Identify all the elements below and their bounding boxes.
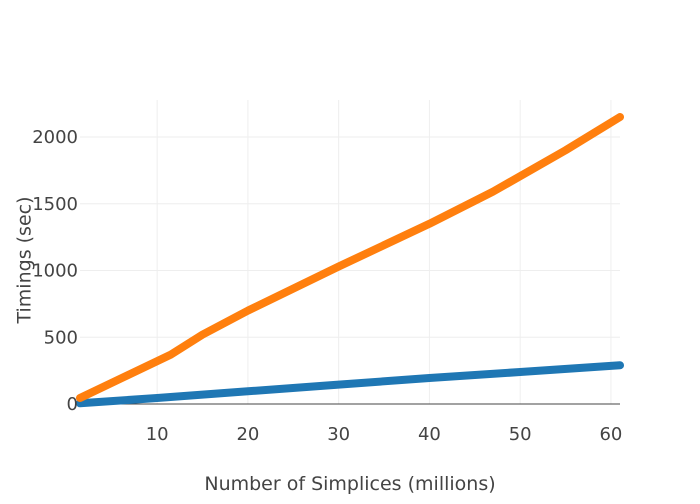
series-line-2 [76, 113, 624, 402]
x-tick-label: 40 [418, 424, 441, 445]
y-tick-label: 2000 [32, 127, 78, 148]
y-axis-title: Timings (sec) [14, 197, 36, 325]
y-tick-label: 1000 [32, 261, 78, 282]
x-tick-label: 20 [236, 424, 259, 445]
y-tick-label: 0 [67, 394, 78, 415]
x-axis-title: Number of Simplices (millions) [204, 473, 495, 495]
tick-labels: 0 500 1000 1500 2000 10 20 30 40 50 60 [32, 127, 622, 445]
x-tick-label: 30 [327, 424, 350, 445]
y-tick-label: 500 [44, 327, 78, 348]
series-layer [76, 113, 624, 408]
x-tick-label: 10 [146, 424, 169, 445]
grid [80, 100, 620, 404]
series-line-1 [76, 361, 624, 408]
x-tick-label: 60 [599, 424, 622, 445]
y-tick-label: 1500 [32, 194, 78, 215]
x-tick-label: 50 [509, 424, 532, 445]
